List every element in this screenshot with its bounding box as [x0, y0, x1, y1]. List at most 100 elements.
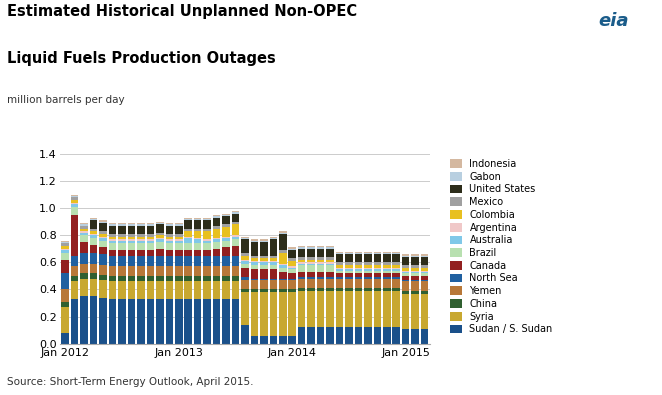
Bar — [213, 218, 220, 226]
Bar — [307, 278, 315, 288]
Bar — [203, 218, 211, 219]
Bar — [213, 226, 220, 229]
Bar — [194, 220, 201, 229]
Bar — [307, 327, 315, 344]
Bar — [185, 238, 192, 243]
Bar — [118, 237, 126, 239]
Bar — [402, 265, 410, 268]
Bar — [71, 203, 79, 204]
Bar — [326, 248, 334, 249]
Bar — [109, 276, 117, 281]
Bar — [364, 262, 371, 265]
Bar — [222, 215, 230, 216]
Bar — [118, 276, 126, 281]
Bar — [62, 243, 69, 246]
Bar — [156, 235, 164, 238]
Bar — [118, 281, 126, 299]
Bar — [393, 252, 400, 253]
Bar — [355, 269, 362, 271]
Bar — [222, 238, 230, 241]
Bar — [99, 237, 107, 238]
Bar — [71, 207, 79, 215]
Bar — [175, 226, 183, 234]
Bar — [203, 281, 211, 299]
Bar — [251, 292, 258, 335]
Bar — [411, 293, 419, 329]
Bar — [99, 231, 107, 234]
Bar — [213, 256, 220, 267]
Bar — [80, 224, 88, 226]
Bar — [336, 271, 344, 273]
Bar — [232, 281, 239, 299]
Bar — [156, 238, 164, 239]
Bar — [185, 250, 192, 256]
Bar — [289, 292, 296, 335]
Bar — [393, 262, 400, 265]
Bar — [364, 269, 371, 271]
Bar — [62, 241, 69, 242]
Bar — [232, 276, 239, 281]
Bar — [80, 273, 88, 278]
Bar — [175, 241, 183, 243]
Bar — [411, 280, 419, 281]
Bar — [373, 273, 381, 277]
Bar — [137, 256, 145, 267]
Bar — [269, 239, 277, 256]
Bar — [128, 256, 135, 267]
Bar — [269, 269, 277, 278]
Bar — [402, 329, 410, 344]
Bar — [411, 276, 419, 280]
Bar — [355, 254, 362, 262]
Bar — [166, 256, 173, 267]
Bar — [185, 299, 192, 344]
Bar — [326, 265, 334, 272]
Bar — [71, 200, 79, 203]
Bar — [232, 211, 239, 212]
Bar — [90, 231, 97, 234]
Bar — [317, 291, 324, 327]
Bar — [137, 239, 145, 241]
Bar — [80, 226, 88, 229]
Bar — [62, 290, 69, 302]
Bar — [232, 237, 239, 239]
Bar — [166, 226, 173, 234]
Bar — [80, 296, 88, 344]
Bar — [203, 267, 211, 276]
Bar — [213, 216, 220, 218]
Bar — [393, 269, 400, 271]
Bar — [71, 299, 79, 344]
Bar — [194, 281, 201, 299]
Bar — [393, 253, 400, 254]
Bar — [222, 276, 230, 281]
Bar — [156, 299, 164, 344]
Bar — [241, 239, 249, 253]
Bar — [222, 299, 230, 344]
Bar — [175, 237, 183, 239]
Bar — [251, 280, 258, 290]
Bar — [213, 276, 220, 281]
Bar — [289, 250, 296, 258]
Bar — [175, 256, 183, 267]
Bar — [269, 278, 277, 280]
Bar — [307, 277, 315, 278]
Bar — [241, 277, 249, 280]
Bar — [279, 253, 287, 264]
Bar — [241, 261, 249, 264]
Bar — [298, 327, 305, 344]
Bar — [118, 239, 126, 241]
Bar — [90, 220, 97, 229]
Bar — [222, 256, 230, 267]
Bar — [137, 299, 145, 344]
Bar — [241, 260, 249, 261]
Bar — [307, 260, 315, 262]
Bar — [317, 262, 324, 264]
Bar — [213, 229, 220, 238]
Bar — [411, 329, 419, 344]
Bar — [80, 278, 88, 296]
Bar — [166, 281, 173, 299]
Bar — [373, 265, 381, 268]
Bar — [317, 277, 324, 278]
Bar — [241, 292, 249, 325]
Bar — [298, 288, 305, 291]
Bar — [298, 248, 305, 249]
